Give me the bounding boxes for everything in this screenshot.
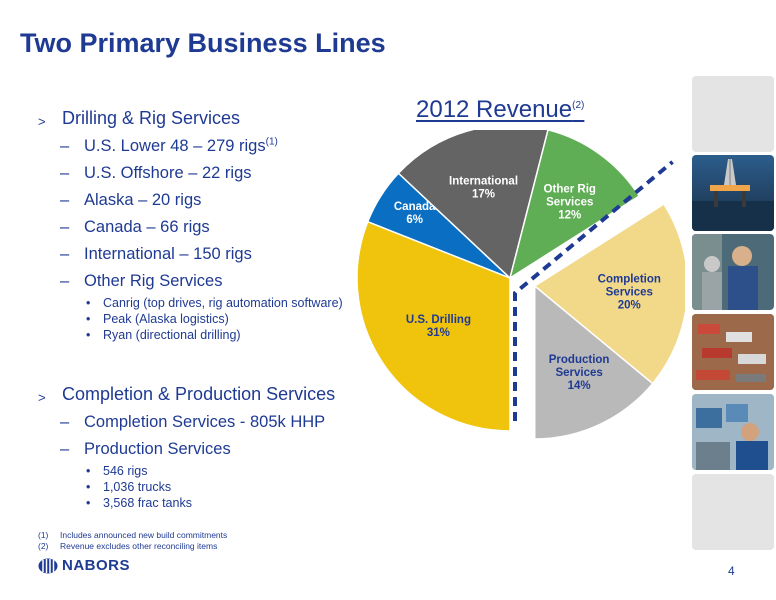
logo-text: NABORS bbox=[62, 557, 131, 574]
sub-list-item: • 1,036 trucks bbox=[86, 480, 172, 494]
list-item: – Other Rig Services bbox=[60, 272, 223, 290]
pie-label: Production Services 14% bbox=[549, 354, 610, 392]
placeholder-tile bbox=[692, 474, 774, 550]
pie-slice-u-s-drilling bbox=[356, 220, 511, 432]
rig-yard-photo bbox=[692, 314, 774, 390]
logo-icon bbox=[38, 558, 58, 573]
pie-label: Completion Services 20% bbox=[598, 274, 661, 312]
sub-list-item: • 546 rigs bbox=[86, 464, 148, 478]
list-item: – Production Services bbox=[60, 440, 231, 458]
list-item: – Canada – 66 rigs bbox=[60, 218, 210, 236]
workers-photo bbox=[692, 234, 774, 310]
pie-slice-completion-services bbox=[533, 203, 685, 385]
completion-label: Completion & Production Services bbox=[62, 384, 336, 404]
chevron-marker: > bbox=[38, 114, 46, 129]
nabors-logo: NABORS bbox=[38, 557, 130, 574]
footnotes: (1) Includes announced new build commitme… bbox=[38, 530, 227, 552]
list-item: – U.S. Offshore – 22 rigs bbox=[60, 164, 252, 182]
business-line-divider bbox=[513, 160, 674, 421]
pie-slice-international bbox=[397, 130, 549, 280]
list-item: – U.S. Lower 48 – 279 rigs(1) bbox=[60, 136, 278, 155]
list-item: – Completion Services - 805k HHP bbox=[60, 413, 326, 431]
page-number: 4 bbox=[728, 564, 735, 578]
bullet-content: > Drilling & Rig Services – U.S. Lower 48… bbox=[36, 106, 366, 511]
footnote: (1) Includes announced new build commitme… bbox=[38, 530, 228, 540]
drilling-heading: > Drilling & Rig Services bbox=[36, 106, 366, 130]
pie-label: Other Rig Services 12% bbox=[544, 183, 596, 221]
slide-title: Two Primary Business Lines bbox=[20, 28, 386, 58]
revenue-pie-chart: U.S. Drilling 31% Canada 6% International 17%… bbox=[356, 130, 685, 440]
chart-title: 2012 Revenue(2) bbox=[416, 96, 585, 123]
drilling-label: Drilling & Rig Services bbox=[62, 108, 241, 128]
list-item: – International – 150 rigs bbox=[60, 245, 252, 263]
pie-label: Canada 6% bbox=[394, 201, 436, 226]
chevron-marker: > bbox=[38, 390, 46, 405]
sub-list-item: • Peak (Alaska logistics) bbox=[86, 312, 229, 326]
pie-label: International 17% bbox=[449, 175, 518, 200]
sub-list-item: • Canrig (top drives, rig automation soft… bbox=[86, 296, 343, 310]
pie-label: U.S. Drilling 31% bbox=[406, 314, 471, 339]
placeholder-tile bbox=[692, 76, 774, 152]
sub-list-item: • 3,568 frac tanks bbox=[86, 496, 192, 510]
footnote: (2) Revenue excludes other reconciling it… bbox=[38, 541, 218, 551]
list-item: – Alaska – 20 rigs bbox=[60, 191, 202, 209]
pie-slice-production-services bbox=[533, 284, 654, 440]
offshore-rig-photo bbox=[692, 155, 774, 231]
sub-list-item: • Ryan (directional drilling) bbox=[86, 328, 241, 342]
control-room-photo bbox=[692, 394, 774, 470]
completion-heading: > Completion & Production Services bbox=[36, 382, 366, 406]
